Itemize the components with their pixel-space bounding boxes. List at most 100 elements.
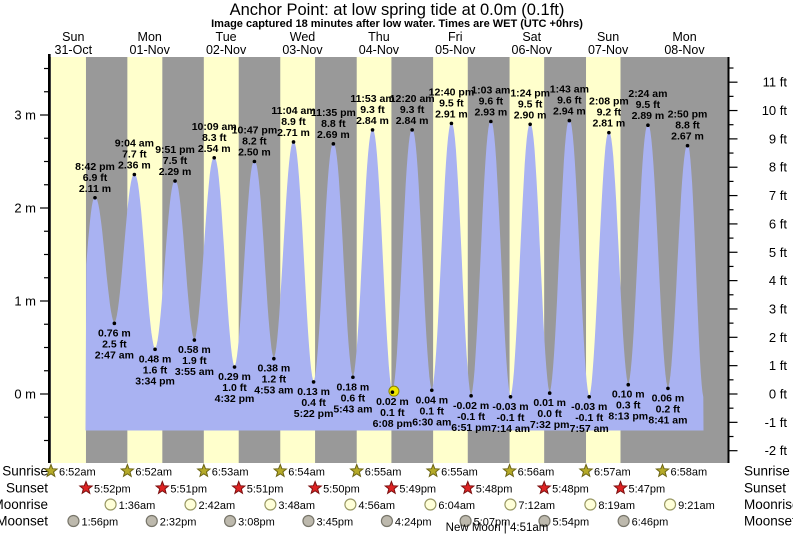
new-moon-label: New Moon | 4:51am (446, 522, 549, 534)
tide-event-label-line: 2.69 m (317, 129, 350, 141)
tide-event-label-line: 1:43 am (550, 84, 589, 96)
right-axis-tick-label: 5 ft (769, 245, 787, 260)
tide-event-dot (429, 388, 434, 393)
sunset-star-icon (460, 480, 476, 495)
tide-event-label: 12:20 am 9.3 ft 2.84 m (390, 93, 435, 127)
tide-event-label: 0.76 m 2.5 ft 2:47 am (95, 327, 134, 361)
right-axis-tick-label: 6 ft (769, 216, 787, 231)
tide-event-label-line: 8:13 pm (608, 411, 648, 423)
sunrise-time-label: 6:53am (212, 467, 249, 479)
tide-event-label: 0.18 m 0.6 ft 5:43 am (333, 381, 372, 415)
tide-event-label-line: 1.9 ft (182, 355, 207, 367)
tide-event-label: -0.02 m -0.1 ft 6:51 pm (451, 400, 491, 434)
day-weekday-label: Sun (62, 30, 84, 44)
day-weekday-label: Mon (138, 30, 162, 44)
moonset-moon-icon (538, 514, 551, 528)
tide-event-label-line: 0.3 ft (616, 400, 641, 412)
tide-event-label-line: 0.29 m (218, 371, 251, 383)
moonset-time-label: 6:46pm (632, 517, 669, 529)
tide-event-label-line: 2.36 m (118, 160, 151, 172)
tide-event-label-line: 8:42 pm (75, 161, 115, 173)
tide-event-label: 9:04 am 7.7 ft 2.36 m (115, 138, 154, 172)
row-label-sunrise-right: Sunrise (744, 464, 790, 479)
sunset-star-icon (231, 480, 247, 495)
sunset-time-label: 5:52pm (94, 484, 131, 496)
tide-event-label-line: 0.04 m (415, 394, 448, 406)
tide-event-label-line: 0.76 m (98, 327, 131, 339)
row-label-moonrise-right: Moonrise (744, 497, 793, 512)
tide-event-label: 0.38 m 1.2 ft 4:53 am (254, 363, 293, 397)
right-axis-tick-label: 0 ft (769, 387, 787, 402)
moonrise-moon-icon (504, 498, 517, 511)
tide-event-label-line: 9.6 ft (479, 96, 504, 108)
tide-event-label-line: 5:43 am (333, 403, 372, 415)
tide-event-label-line: 0.18 m (337, 381, 370, 393)
moonrise-time-label: 1:36am (119, 500, 156, 512)
tide-event-label: 1:43 am 9.6 ft 2.94 m (550, 84, 589, 118)
sunrise-star-icon (272, 463, 288, 478)
sunset-time-label: 5:51pm (247, 484, 284, 496)
tide-event-label-line: -0.03 m (571, 401, 607, 413)
tide-event-label: 0.48 m 1.6 ft 3:34 pm (135, 353, 175, 387)
tide-event-label: 0.06 m 0.2 ft 8:41 am (648, 392, 687, 426)
moonrise-time-label: 2:42am (198, 500, 235, 512)
moonset-time-label: 1:56pm (81, 517, 118, 529)
sunset-star-icon (613, 480, 628, 495)
moonset-moon-icon (223, 514, 237, 528)
tide-event-label: 0.04 m 0.1 ft 6:30 am (412, 394, 451, 428)
row-label-sunset-right: Sunset (744, 481, 786, 496)
moonrise-moon-icon (663, 498, 677, 511)
tide-event-label: 10:47 pm 8.2 ft 2.50 m (232, 125, 278, 159)
tide-event-label-line: 7.5 ft (163, 155, 188, 167)
tide-event-label-line: 2.84 m (396, 115, 429, 127)
left-axis-tick-label: 0 m (14, 387, 36, 402)
tide-event-label-line: 2:24 am (628, 88, 667, 100)
moonset-moon-icon (380, 514, 394, 528)
moonset-time-label: 4:24pm (395, 517, 432, 529)
tide-event-dot (232, 365, 237, 369)
tide-curve-area (85, 119, 704, 431)
tide-event-dot (587, 394, 592, 399)
moonrise-moon-icon (584, 498, 597, 511)
left-axis-tick-label: 1 m (14, 294, 36, 309)
tide-event-label-line: 8:41 am (648, 414, 687, 426)
moonset-time-label: 2:32pm (160, 517, 197, 529)
tide-event-label-line: 4:32 pm (215, 393, 255, 405)
sunrise-star-icon (502, 463, 518, 478)
tide-event-dot (173, 179, 177, 183)
day-date-label: 03-Nov (282, 43, 323, 57)
tide-event-label-line: 1.6 ft (143, 364, 168, 376)
tide-event-label-line: 0.02 m (376, 396, 409, 408)
tide-event-label-line: 8.9 ft (281, 116, 306, 128)
right-axis-tick-label: 3 ft (769, 301, 787, 316)
left-axis (48, 54, 51, 463)
tide-event-dot (93, 195, 97, 200)
moonset-moon-icon (302, 514, 315, 528)
sunrise-time-label: 6:54am (288, 467, 325, 479)
sunrise-time-label: 6:57am (594, 467, 631, 479)
sunrise-time-label: 6:52am (135, 467, 172, 479)
sun-moon-rows: Sunrise Sunrise 6:52am 6:52am 6:53am 6:54am 6:… (0, 463, 793, 534)
moonrise-time-label: 3:48am (278, 500, 315, 512)
moonset-time-label: 3:45pm (316, 517, 353, 529)
sunrise-star-icon (425, 463, 441, 478)
moonrise-moon-icon (104, 498, 117, 511)
tide-event-label-line: 0.4 ft (301, 397, 326, 409)
tide-event-label-line: 2.50 m (238, 147, 271, 159)
tide-event-label-line: 0.06 m (652, 392, 685, 404)
tide-curve (85, 119, 704, 431)
moonset-time-label: 5:07pm (474, 517, 511, 529)
tide-event-dot (252, 159, 257, 164)
tide-event-label-line: 2.11 m (79, 183, 111, 195)
tide-event-label: 1:03 am 9.6 ft 2.93 m (471, 85, 510, 119)
tide-event-label-line: 2.29 m (159, 166, 192, 178)
sunset-time-label: 5:48pm (476, 484, 513, 496)
sunrise-time-label: 6:58am (670, 467, 707, 479)
tide-event-label-line: 0.58 m (178, 344, 211, 356)
sunset-star-icon (383, 480, 399, 495)
tide-event-label-line: 2.94 m (553, 106, 586, 118)
tide-event-label-line: 9.5 ft (518, 98, 543, 110)
